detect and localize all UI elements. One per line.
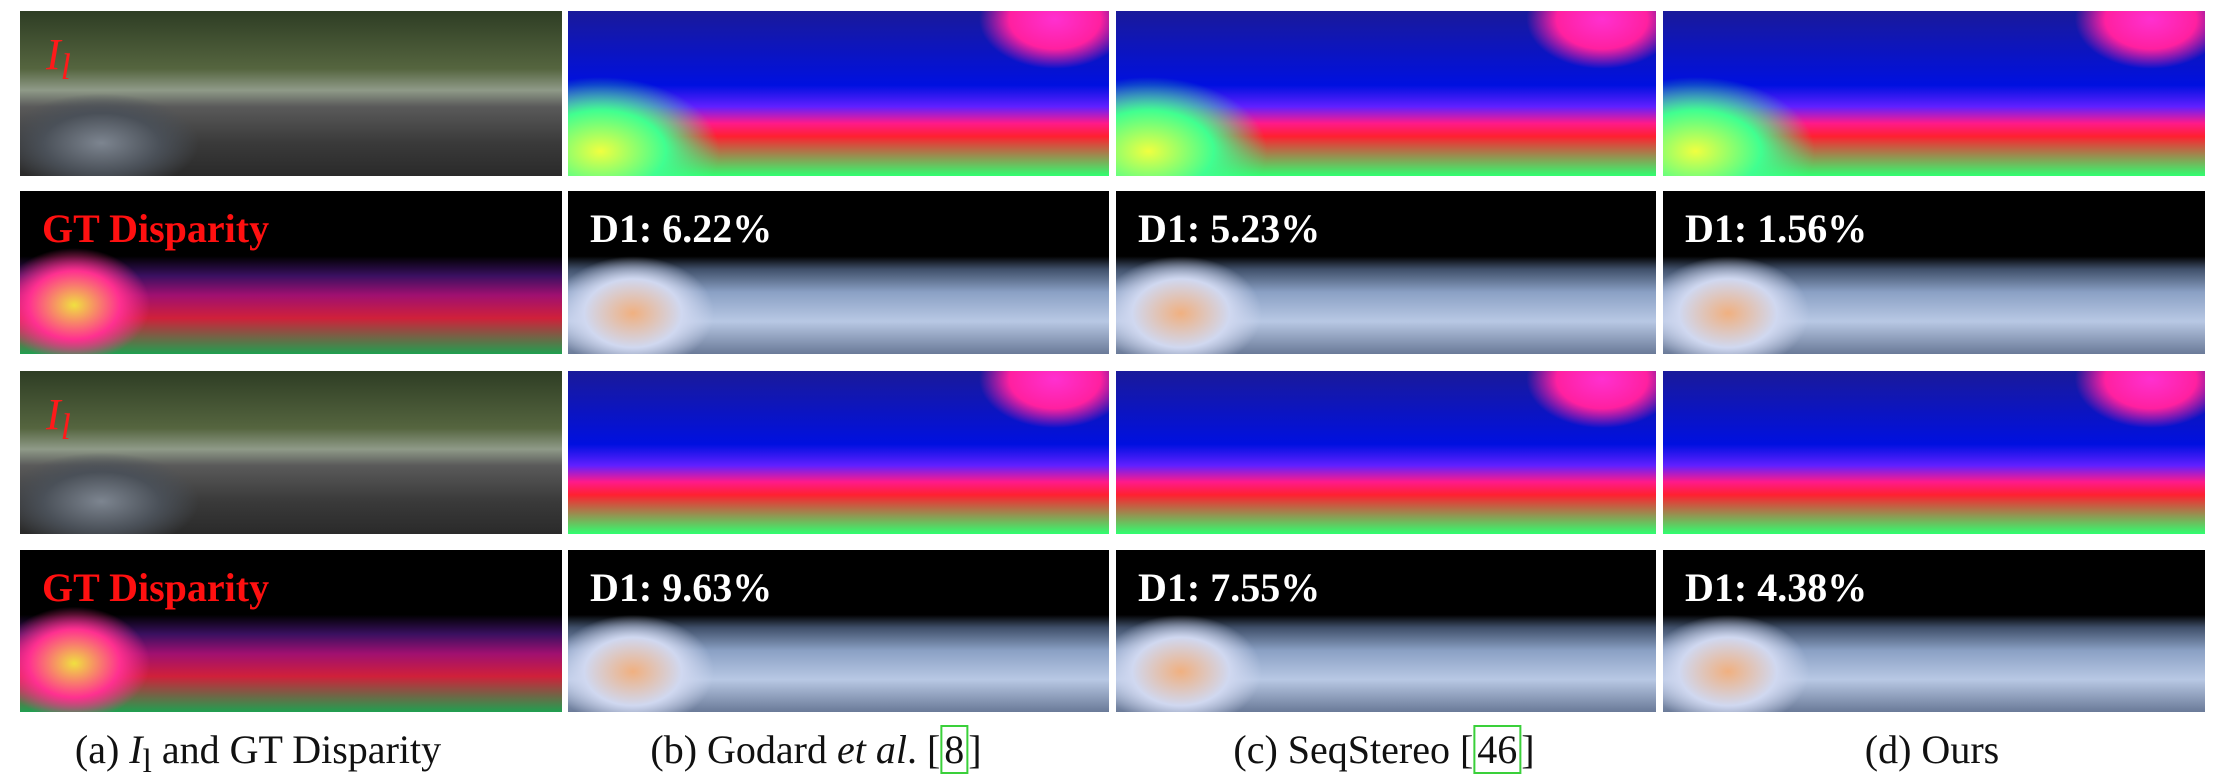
caption-sub: l xyxy=(143,743,152,776)
panel-label: D1: 4.38% xyxy=(1685,564,1867,611)
citation: 8 xyxy=(940,725,968,774)
panel-label: GT Disparity xyxy=(42,205,269,252)
caption-text: and GT Disparity xyxy=(152,727,441,772)
panel-label: GT Disparity xyxy=(42,564,269,611)
image-label: Il xyxy=(46,389,71,448)
caption: (d) Ours xyxy=(1865,726,1999,773)
caption: (b) Godard et al. [8] xyxy=(650,726,981,773)
caption-text: (c) SeqStereo xyxy=(1233,727,1460,772)
image-panel xyxy=(1116,11,1656,176)
panel-label: D1: 6.22% xyxy=(590,205,772,252)
caption-em: et al xyxy=(837,727,907,772)
image-panel xyxy=(568,371,1109,534)
caption: (c) SeqStereo [46] xyxy=(1233,726,1534,773)
image-panel xyxy=(1663,11,2205,176)
image-panel: D1: 1.56% xyxy=(1663,191,2205,354)
caption-var: I xyxy=(129,727,142,772)
caption-text: . xyxy=(907,727,927,772)
label-var: I xyxy=(46,30,61,79)
image-panel: D1: 6.22% xyxy=(568,191,1109,354)
bracket: [ xyxy=(1460,727,1473,772)
image-panel: D1: 4.38% xyxy=(1663,550,2205,712)
bracket: ] xyxy=(1521,727,1534,772)
image-panel xyxy=(1663,371,2205,534)
figure: Il GT Disparity D1: 6.22% D1: 5.23% D1: 1.56… xyxy=(0,0,2221,776)
image-panel: D1: 5.23% xyxy=(1116,191,1656,354)
citation: 46 xyxy=(1473,725,1521,774)
image-panel: Il xyxy=(20,371,562,534)
panel-label: D1: 7.55% xyxy=(1138,564,1320,611)
caption-text: (a) xyxy=(75,727,129,772)
panel-label: D1: 9.63% xyxy=(590,564,772,611)
caption: (a) Il and GT Disparity xyxy=(75,726,441,776)
panel-label: D1: 1.56% xyxy=(1685,205,1867,252)
image-panel: GT Disparity xyxy=(20,191,562,354)
panel-label: D1: 5.23% xyxy=(1138,205,1320,252)
bracket: [ xyxy=(927,727,940,772)
image-panel: GT Disparity xyxy=(20,550,562,712)
bracket: ] xyxy=(968,727,981,772)
image-panel xyxy=(1116,371,1656,534)
label-sub: l xyxy=(61,406,71,447)
label-var: I xyxy=(46,390,61,439)
image-panel xyxy=(568,11,1109,176)
label-sub: l xyxy=(61,46,71,87)
image-label: Il xyxy=(46,29,71,88)
caption-text: (b) Godard xyxy=(650,727,837,772)
image-panel: Il xyxy=(20,11,562,176)
image-panel: D1: 9.63% xyxy=(568,550,1109,712)
image-panel: D1: 7.55% xyxy=(1116,550,1656,712)
caption-text: (d) Ours xyxy=(1865,727,1999,772)
